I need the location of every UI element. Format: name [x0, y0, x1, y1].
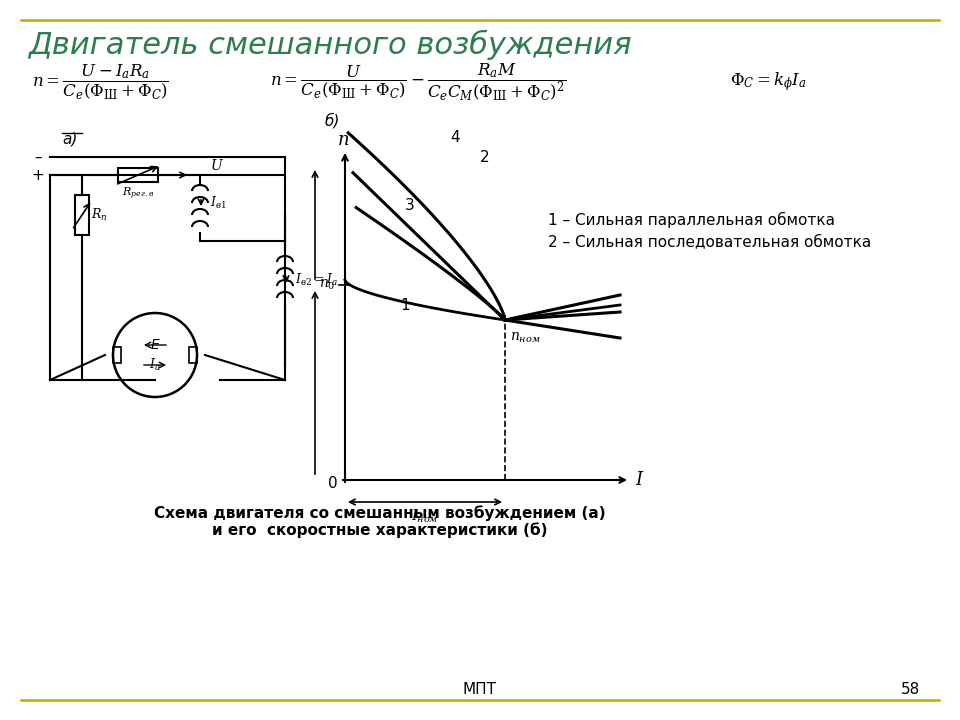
Text: Двигатель смешанного возбуждения: Двигатель смешанного возбуждения — [28, 30, 632, 60]
Text: 2 – Сильная последовательная обмотка: 2 – Сильная последовательная обмотка — [548, 235, 872, 250]
Text: б): б) — [325, 112, 341, 128]
Text: –: – — [35, 150, 42, 164]
FancyBboxPatch shape — [189, 347, 197, 363]
Text: $I_a$: $I_a$ — [149, 357, 161, 373]
Text: 1: 1 — [400, 298, 410, 313]
Text: 1 – Сильная параллельная обмотка: 1 – Сильная параллельная обмотка — [548, 212, 835, 228]
Text: Схема двигателя со смешанным возбуждением (а): Схема двигателя со смешанным возбуждение… — [155, 505, 606, 521]
Text: $n = \dfrac{U - I_a R_a}{C_e(\Phi_{\rm Ш} + \Phi_C)}$: $n = \dfrac{U - I_a R_a}{C_e(\Phi_{\rm Ш… — [32, 63, 169, 102]
Text: $n = \dfrac{U}{C_e(\Phi_{\rm Ш} + \Phi_C)} - \dfrac{R_a M}{C_e C_M(\Phi_{\rm Ш} : $n = \dfrac{U}{C_e(\Phi_{\rm Ш} + \Phi_C… — [270, 61, 566, 102]
Text: $n_0$: $n_0$ — [319, 278, 335, 292]
Text: $I_{в1}$: $I_{в1}$ — [210, 195, 227, 211]
Text: $n_{ном}$: $n_{ном}$ — [510, 330, 540, 345]
Text: 2: 2 — [480, 150, 490, 165]
Text: 58: 58 — [900, 683, 920, 698]
Text: $U$: $U$ — [210, 158, 224, 173]
FancyBboxPatch shape — [118, 168, 158, 182]
Text: и его  скоростные характеристики (б): и его скоростные характеристики (б) — [212, 522, 548, 538]
Text: +: + — [32, 168, 44, 182]
Text: а): а) — [62, 132, 78, 147]
Text: E: E — [151, 338, 159, 352]
Text: 3: 3 — [405, 198, 415, 213]
Text: $I$: $I$ — [635, 471, 645, 489]
Text: $\Phi_C = k_\phi I_a$: $\Phi_C = k_\phi I_a$ — [730, 71, 806, 94]
Text: $R_п$: $R_п$ — [91, 207, 108, 223]
Text: 0: 0 — [328, 476, 338, 491]
FancyBboxPatch shape — [113, 347, 121, 363]
Text: $R_{рег.в}$: $R_{рег.в}$ — [122, 186, 155, 202]
Text: МПТ: МПТ — [463, 683, 497, 698]
Text: $I_{в2}=I_a$: $I_{в2}=I_a$ — [295, 272, 338, 288]
Text: $n$: $n$ — [337, 131, 349, 149]
FancyBboxPatch shape — [75, 195, 89, 235]
Text: $I_{ном}$: $I_{ном}$ — [411, 508, 439, 526]
Text: 4: 4 — [450, 130, 460, 145]
